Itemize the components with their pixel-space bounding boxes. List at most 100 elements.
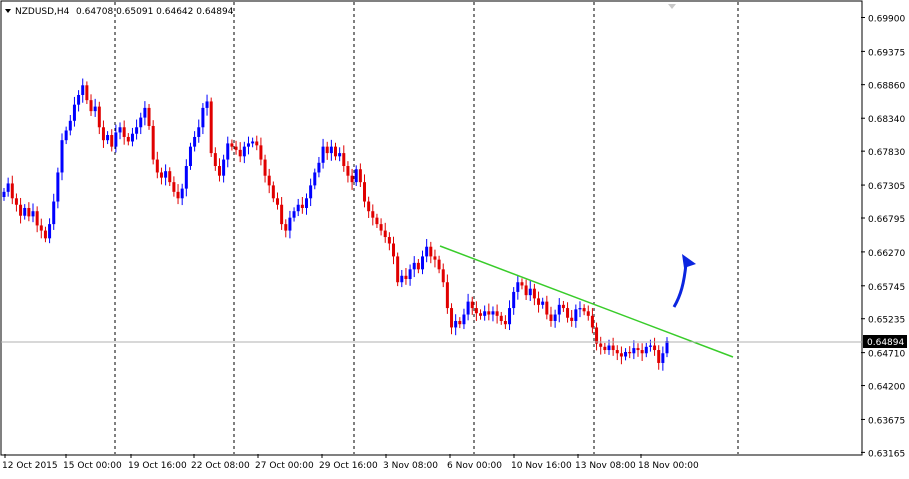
- candle-body: [429, 246, 433, 257]
- candle-body: [421, 256, 425, 270]
- y-tick-label: 0.68860: [868, 82, 905, 92]
- candle-body: [512, 291, 516, 309]
- trendline[interactable]: [439, 245, 734, 358]
- candle-body: [188, 146, 192, 167]
- candle-body: [10, 183, 14, 199]
- candle-body: [147, 107, 151, 126]
- candle-body: [358, 169, 362, 183]
- candle-body: [23, 207, 27, 216]
- candle-body: [93, 106, 97, 112]
- candle-body: [31, 211, 35, 217]
- candle-body: [628, 351, 632, 354]
- candle-body: [39, 225, 43, 231]
- candle-body: [570, 317, 574, 321]
- candle-body: [582, 308, 586, 312]
- candle-layer: [2, 78, 669, 371]
- candle-body: [445, 282, 449, 309]
- candle-body: [396, 256, 400, 283]
- candle-body: [217, 166, 221, 176]
- candle-body: [321, 146, 325, 163]
- candle-body: [541, 301, 545, 305]
- candle-body: [201, 107, 205, 128]
- candle-body: [313, 172, 317, 186]
- candle-body: [325, 146, 329, 154]
- y-tick-label: 0.65745: [868, 283, 905, 293]
- arrowhead-icon: [682, 254, 696, 268]
- candle-body: [371, 211, 375, 218]
- x-tick-label: 22 Oct 08:00: [191, 461, 250, 471]
- candle-body: [19, 204, 23, 216]
- y-tick-label: 0.69375: [868, 48, 905, 58]
- candle-body: [561, 304, 565, 309]
- candle-body: [2, 191, 6, 198]
- candle-body: [122, 127, 126, 137]
- candle-body: [172, 182, 176, 192]
- candle-body: [474, 308, 478, 314]
- y-tick-label: 0.64710: [868, 350, 905, 360]
- candle-body: [657, 350, 661, 363]
- x-tick-label: 27 Oct 00:00: [255, 461, 314, 471]
- candle-body: [516, 282, 520, 292]
- candle-body: [155, 159, 159, 173]
- candle-body: [346, 166, 350, 176]
- candle-body: [77, 94, 81, 105]
- candle-body: [197, 127, 201, 137]
- candle-body: [408, 269, 412, 280]
- candle-body: [35, 211, 39, 226]
- y-tick-label: 0.66795: [868, 215, 905, 225]
- candle-body: [135, 127, 139, 134]
- candle-body: [416, 262, 420, 270]
- grid-layer: [114, 2, 739, 454]
- y-tick-label: 0.63675: [868, 416, 905, 426]
- candle-body: [101, 127, 105, 141]
- candle-body: [342, 153, 346, 167]
- candle-body: [259, 145, 263, 160]
- y-tick-label: 0.67305: [868, 182, 905, 192]
- time-axis: 12 Oct 2015 15 Oct 00:00 19 Oct 16:00 22 Oc…: [2, 454, 699, 471]
- candle-body: [275, 198, 279, 205]
- candle-body: [334, 146, 337, 157]
- candle-body: [520, 282, 524, 286]
- candle-body: [578, 308, 582, 310]
- candle-body: [27, 207, 31, 217]
- candle-body: [56, 172, 60, 202]
- candle-body: [392, 243, 396, 257]
- candle-body: [238, 149, 242, 157]
- x-tick-label: 12 Oct 2015: [2, 461, 58, 471]
- candle-body: [483, 311, 487, 316]
- candle-body: [653, 345, 657, 351]
- candle-body: [450, 308, 454, 328]
- candle-body: [309, 185, 313, 199]
- x-tick-label: 6 Nov 00:00: [447, 461, 502, 471]
- candle-body: [375, 217, 379, 225]
- candle-body: [607, 345, 611, 351]
- candle-body: [230, 143, 234, 147]
- candle-body: [412, 262, 416, 270]
- candle-body: [524, 285, 528, 296]
- candle-body: [404, 275, 408, 280]
- menu-triangle-icon[interactable]: [5, 9, 11, 13]
- candle-body: [648, 345, 652, 347]
- overlay-layer: [1, 245, 862, 358]
- x-tick-label: 29 Oct 16:00: [319, 461, 378, 471]
- candle-body: [284, 224, 288, 231]
- candle-body: [495, 311, 499, 316]
- candle-body: [499, 315, 503, 321]
- candle-body: [64, 130, 68, 141]
- candle-body: [234, 146, 238, 150]
- candle-body: [400, 275, 404, 283]
- candle-body: [615, 350, 619, 354]
- candle-body: [304, 198, 308, 208]
- candle-body: [557, 304, 561, 315]
- candle-body: [106, 135, 110, 141]
- candle-body: [458, 320, 462, 325]
- candle-body: [437, 259, 441, 270]
- candle-body: [363, 182, 367, 202]
- candle-body: [263, 159, 267, 176]
- candle-body: [267, 175, 271, 186]
- candle-body: [222, 159, 226, 176]
- candle-body: [85, 85, 89, 101]
- candle-body: [14, 198, 18, 205]
- symbol-timeframe: NZDUSD,H4: [15, 7, 70, 17]
